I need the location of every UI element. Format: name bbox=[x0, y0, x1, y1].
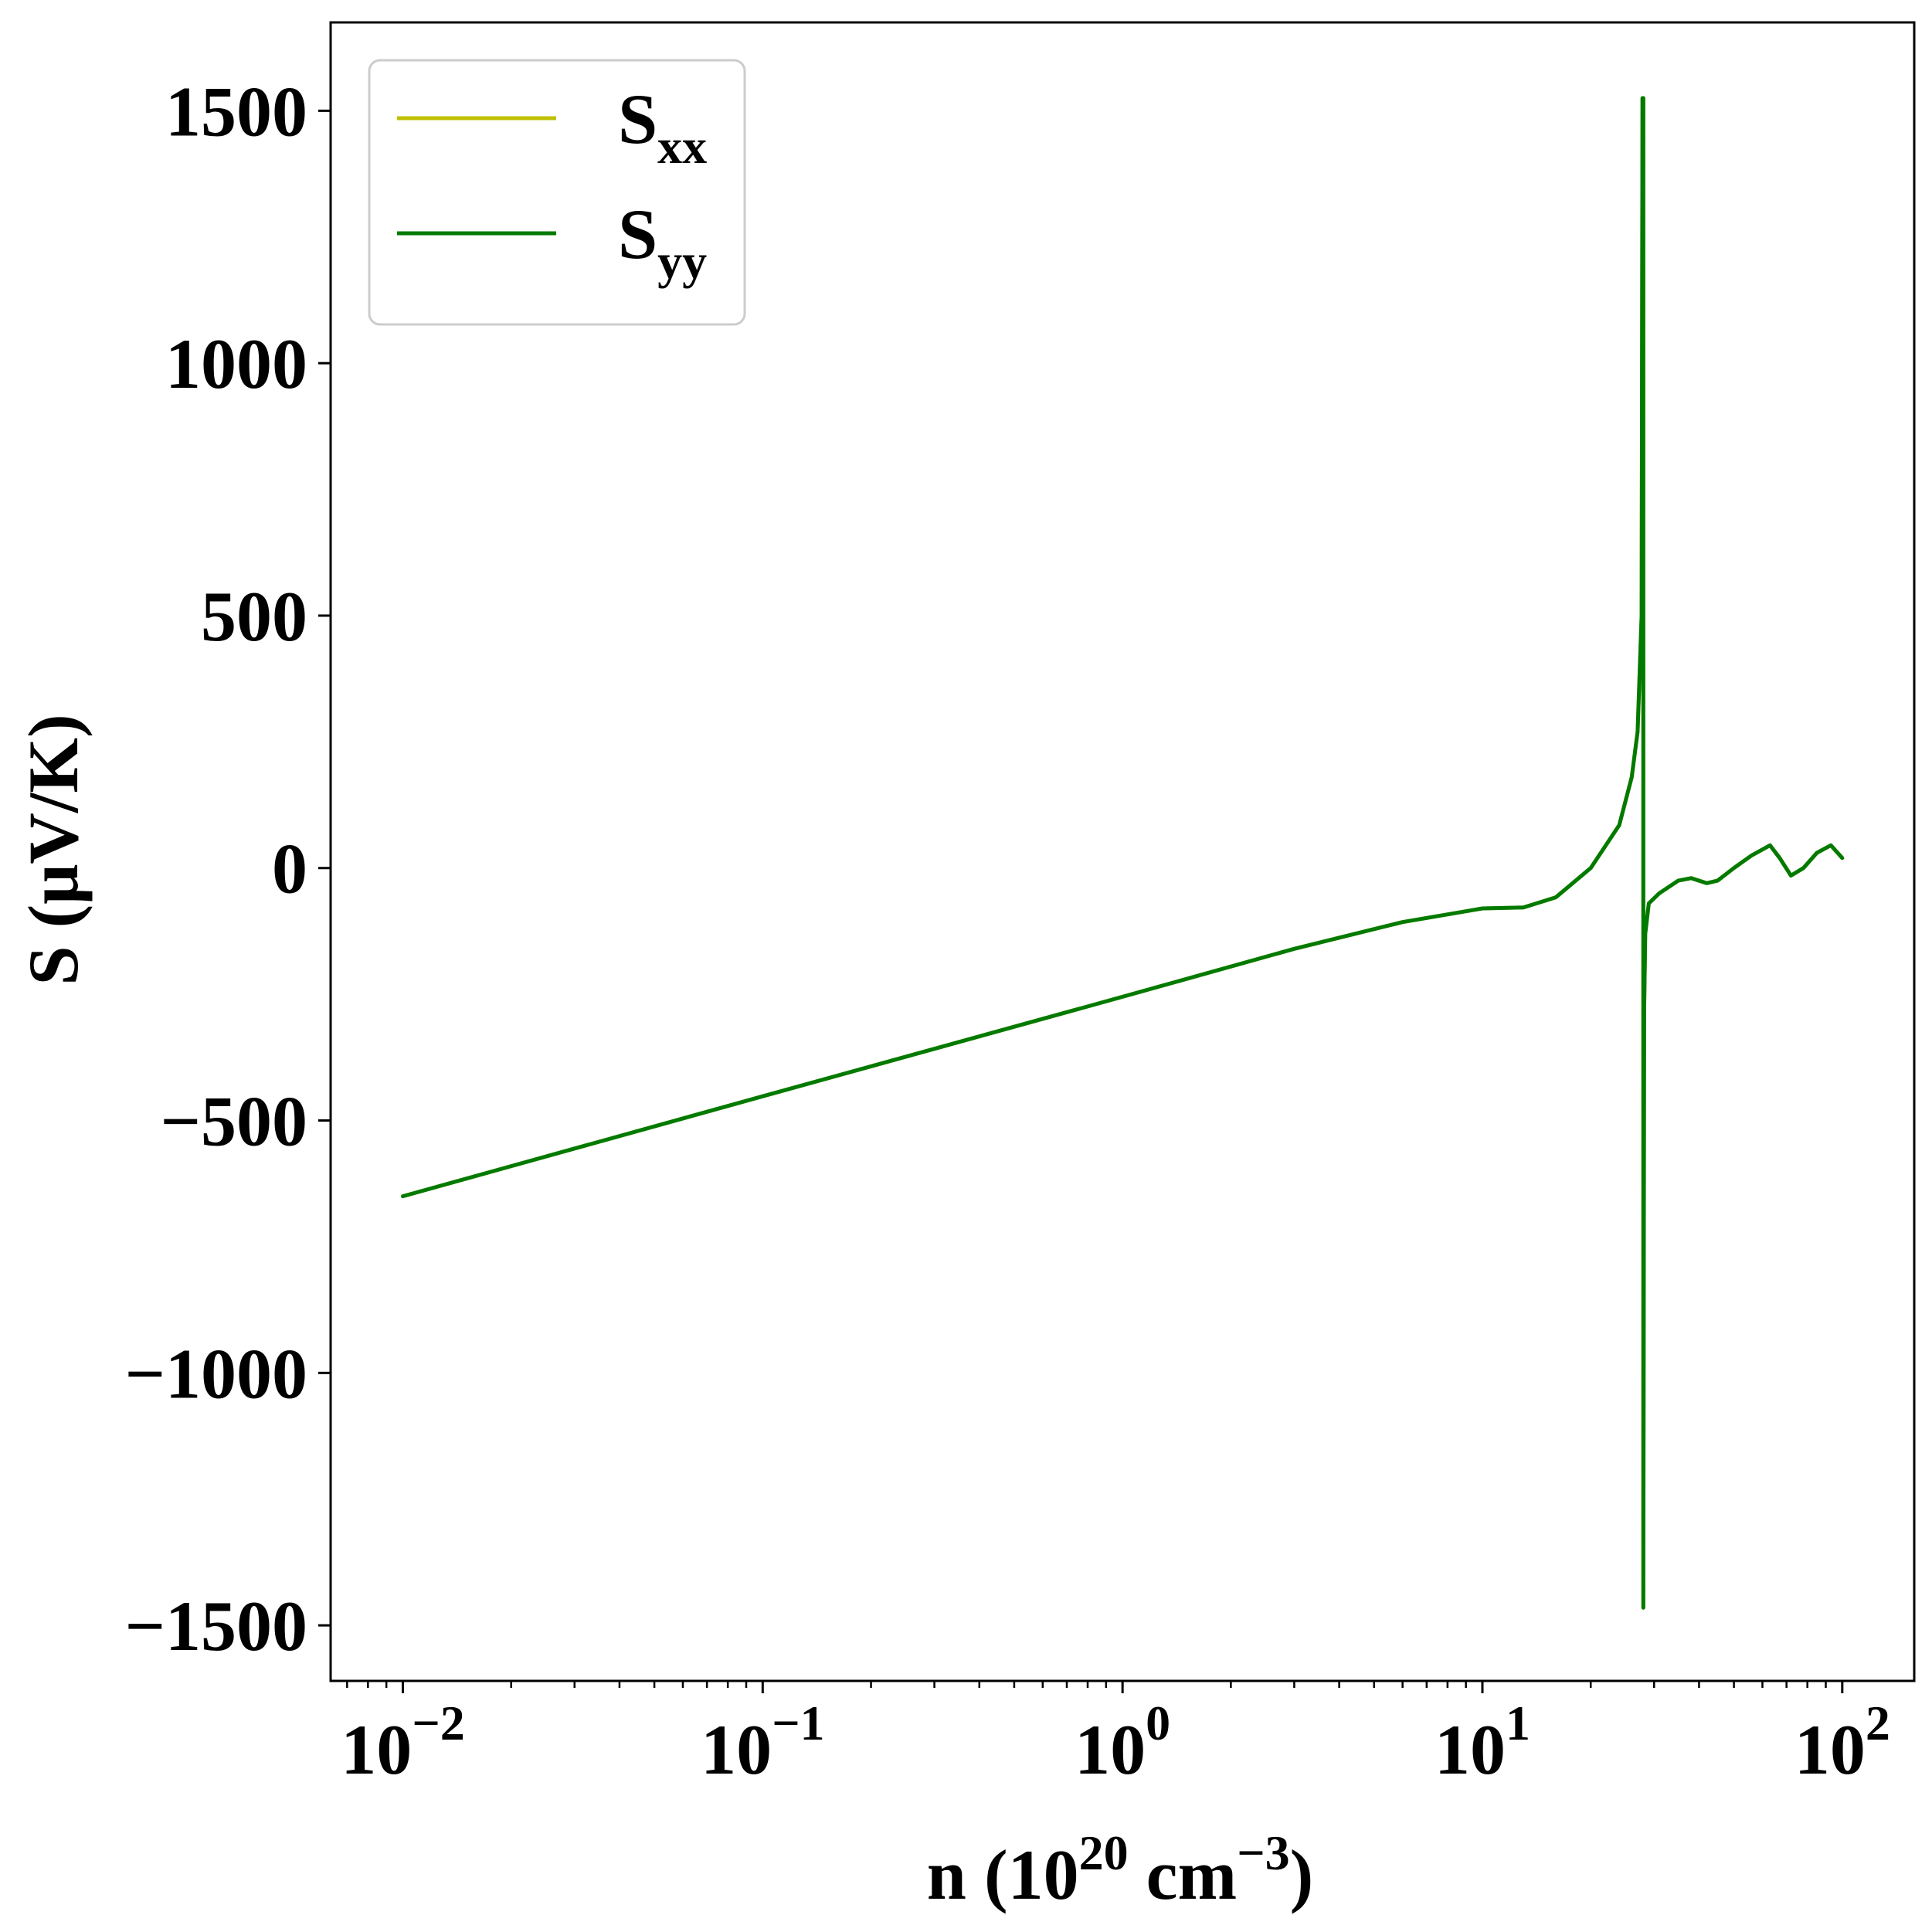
x-tick-label: 100 bbox=[1075, 1696, 1170, 1789]
y-tick-label: 0 bbox=[272, 830, 307, 908]
x-axis: 10−2 10−1 100 101 102 bbox=[341, 1681, 1890, 1789]
legend-label-sxx-main: S bbox=[618, 80, 657, 158]
legend-box bbox=[368, 59, 746, 326]
x-tick-label: 10−2 bbox=[341, 1696, 464, 1789]
series-line-syy bbox=[401, 96, 1845, 1610]
x-axis-label-exp1: 20 bbox=[1079, 1825, 1129, 1880]
y-tick-label: 500 bbox=[201, 577, 307, 656]
series-layer bbox=[401, 96, 1845, 1610]
x-axis-label-exp2: −3 bbox=[1237, 1825, 1289, 1880]
x-axis-label: n (1020 cm−3) bbox=[927, 1825, 1313, 1914]
x-axis-label-unit: cm bbox=[1129, 1835, 1237, 1914]
x-tick-label: 102 bbox=[1794, 1696, 1890, 1789]
x-axis-label-base: n (10 bbox=[927, 1835, 1079, 1914]
x-tick-label: 101 bbox=[1435, 1696, 1530, 1789]
legend-label-syy: Syy bbox=[618, 195, 707, 289]
legend-label-syy-main: S bbox=[618, 195, 657, 273]
y-tick-label: 1500 bbox=[165, 72, 307, 151]
y-axis: 1500 1000 500 0 −500 −1000 −1500 bbox=[125, 72, 331, 1665]
legend-label-sxx: Sxx bbox=[618, 80, 707, 174]
y-tick-label: 1000 bbox=[165, 324, 307, 403]
y-axis-label: S (μV/K) bbox=[14, 714, 93, 985]
x-axis-label-close: ) bbox=[1290, 1835, 1314, 1914]
legend: Sxx Syy bbox=[368, 59, 746, 326]
legend-label-sxx-sub: xx bbox=[657, 119, 707, 174]
y-tick-label: −1500 bbox=[125, 1587, 307, 1665]
legend-label-syy-sub: yy bbox=[657, 234, 707, 289]
x-tick-label: 10−1 bbox=[701, 1696, 824, 1789]
y-tick-label: −1000 bbox=[125, 1334, 307, 1413]
y-tick-label: −500 bbox=[161, 1082, 307, 1161]
